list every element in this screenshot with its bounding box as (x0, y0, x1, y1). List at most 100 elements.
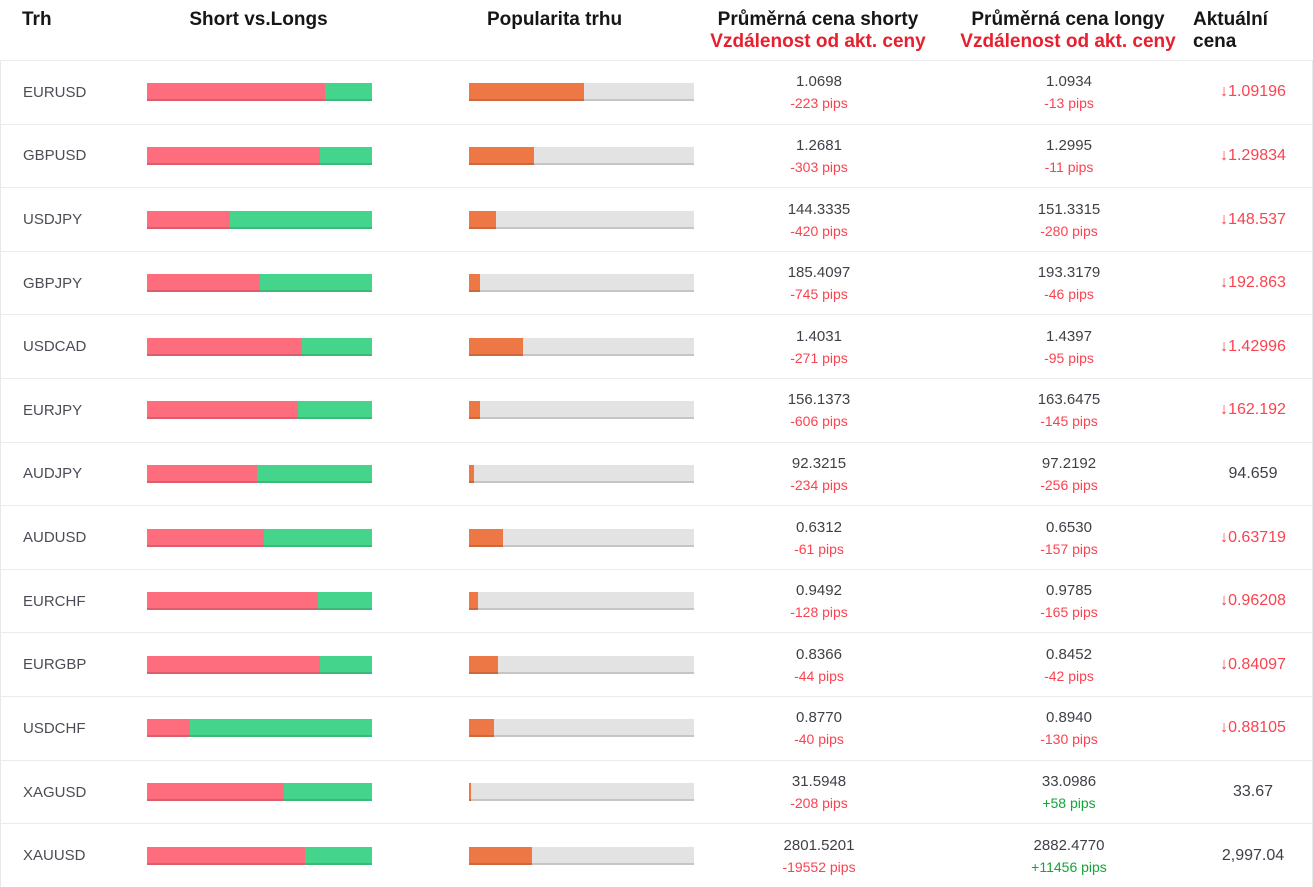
avg-short-distance-pips: -303 pips (790, 158, 848, 175)
avg-short-price-value: 156.1373 (787, 391, 851, 409)
short-vs-longs-bar (147, 592, 372, 611)
table-row[interactable]: USDCAD 1.4031 -271 pips 1.4397 -95 pips … (0, 314, 1313, 379)
market-symbol: EURGBP (23, 656, 87, 674)
avg-long-distance-pips: +11456 pips (1031, 858, 1107, 875)
avg-long-distance-pips: -42 pips (1044, 667, 1094, 684)
current-price-value: 162.192 (1228, 401, 1286, 419)
popularity-cell (469, 401, 694, 420)
popularity-fill (469, 146, 535, 165)
short-vs-longs-bar (147, 83, 372, 102)
table-row[interactable]: EURGBP 0.8366 -44 pips 0.8452 -42 pips ↓… (0, 632, 1313, 697)
table-row[interactable]: AUDJPY 92.3215 -234 pips 97.2192 -256 pi… (0, 441, 1313, 506)
col-header-avg-long-price: Průměrná cena longy Vzdálenost od akt. c… (943, 9, 1193, 53)
avg-long-price-value: 151.3315 (1037, 200, 1101, 218)
avg-short-price-title: Průměrná cena shorty (717, 9, 919, 30)
arrow-down-icon: ↓ (1220, 210, 1229, 228)
avg-long-distance-pips: -280 pips (1040, 222, 1098, 239)
popularity-bar (469, 592, 694, 611)
table-row[interactable]: GBPUSD 1.2681 -303 pips 1.2995 -11 pips … (0, 123, 1313, 188)
popularity-bar (469, 83, 694, 102)
avg-long-price-cell: 0.8940 -130 pips (944, 706, 1194, 750)
avg-long-price-cell: 2882.4770 +11456 pips (944, 834, 1194, 878)
current-price-value: 1.09196 (1228, 83, 1286, 101)
popularity-cell (469, 464, 694, 483)
current-price-cell: ↓0.96208 (1194, 592, 1312, 610)
popularity-bar (469, 719, 694, 738)
avg-long-distance-pips: -145 pips (1040, 413, 1098, 430)
popularity-fill (469, 274, 481, 293)
arrow-down-icon: ↓ (1220, 401, 1229, 419)
avg-short-price-cell: 1.2681 -303 pips (694, 134, 944, 178)
avg-long-distance-pips: -256 pips (1040, 476, 1098, 493)
longs-bar-segment (320, 655, 372, 674)
short-vs-longs-bar (147, 146, 372, 165)
current-price-value: 0.88105 (1228, 719, 1286, 737)
avg-short-price-value: 1.4031 (796, 327, 842, 345)
current-price-cell: ↓0.63719 (1194, 529, 1312, 547)
market-symbol: XAGUSD (23, 783, 87, 801)
popularity-cell (469, 528, 694, 547)
table-row[interactable]: USDJPY 144.3335 -420 pips 151.3315 -280 … (0, 187, 1313, 251)
table-row[interactable]: XAGUSD 31.5948 -208 pips 33.0986 +58 pip… (0, 759, 1313, 824)
avg-short-distance-pips: -128 pips (790, 604, 848, 621)
current-price-value: 0.96208 (1228, 592, 1286, 610)
popularity-fill (469, 210, 496, 229)
popularity-bar (469, 210, 694, 229)
popularity-bar (469, 464, 694, 483)
short-vs-longs-cell (147, 528, 372, 547)
avg-long-distance-title: Vzdálenost od akt. ceny (960, 31, 1176, 52)
col-header-current-price: Aktuální cena (1193, 9, 1268, 52)
avg-long-price-cell: 97.2192 -256 pips (944, 452, 1194, 496)
shorts-bar-segment (147, 401, 298, 420)
avg-long-price-title: Průměrná cena longy (971, 9, 1165, 30)
current-price-cell: ↓1.29834 (1194, 147, 1312, 165)
avg-long-price-cell: 163.6475 -145 pips (944, 388, 1194, 432)
short-vs-longs-cell (147, 337, 372, 356)
shorts-bar-segment (147, 719, 190, 738)
arrow-down-icon: ↓ (1220, 655, 1229, 673)
current-price-value: 192.863 (1228, 274, 1286, 292)
avg-long-distance-pips: +58 pips (1042, 795, 1096, 811)
table-row[interactable]: GBPJPY 185.4097 -745 pips 193.3179 -46 p… (0, 250, 1313, 315)
short-vs-longs-cell (147, 274, 372, 293)
avg-long-price-cell: 1.0934 -13 pips (944, 70, 1194, 114)
avg-short-price-value: 185.4097 (787, 264, 851, 282)
short-vs-longs-bar (147, 846, 372, 865)
table-row[interactable]: XAUUSD 2801.5201 -19552 pips 2882.4770 +… (0, 823, 1313, 887)
avg-short-distance-title: Vzdálenost od akt. ceny (710, 31, 926, 52)
current-price-cell: ↓0.84097 (1194, 656, 1312, 674)
table-row[interactable]: USDCHF 0.8770 -40 pips 0.8940 -130 pips … (0, 696, 1313, 760)
avg-long-price-value: 193.3179 (1037, 264, 1101, 282)
avg-short-price-value: 0.9492 (796, 582, 842, 600)
short-vs-longs-cell (147, 783, 372, 801)
shorts-bar-segment (147, 146, 321, 165)
avg-short-price-cell: 92.3215 -234 pips (694, 452, 944, 496)
avg-short-price-cell: 1.0698 -223 pips (694, 70, 944, 114)
table-row[interactable]: EURUSD 1.0698 -223 pips 1.0934 -13 pips … (0, 60, 1313, 124)
short-vs-longs-cell (147, 655, 372, 674)
col-header-avg-short-price: Průměrná cena shorty Vzdálenost od akt. … (693, 9, 943, 53)
current-price-value: 0.63719 (1228, 528, 1286, 546)
avg-short-price-value: 92.3215 (791, 454, 847, 472)
table-row[interactable]: EURJPY 156.1373 -606 pips 163.6475 -145 … (0, 378, 1313, 442)
avg-short-distance-pips: -61 pips (794, 540, 844, 557)
table-row[interactable]: AUDUSD 0.6312 -61 pips 0.6530 -157 pips … (0, 505, 1313, 569)
popularity-cell (469, 337, 694, 356)
popularity-bar (469, 146, 694, 165)
avg-long-price-value: 163.6475 (1037, 391, 1101, 409)
col-header-short-vs-longs: Short vs.Longs (189, 9, 328, 30)
longs-bar-segment (304, 846, 372, 865)
arrow-down-icon: ↓ (1220, 337, 1229, 355)
avg-long-price-value: 0.9785 (1046, 582, 1092, 600)
popularity-cell (469, 846, 694, 865)
avg-short-distance-pips: -745 pips (790, 286, 848, 303)
avg-long-distance-pips: -130 pips (1040, 731, 1098, 748)
market-symbol: USDCHF (23, 719, 86, 737)
avg-long-price-value: 2882.4770 (1033, 836, 1105, 854)
short-vs-longs-bar (147, 401, 372, 420)
table-row[interactable]: EURCHF 0.9492 -128 pips 0.9785 -165 pips… (0, 568, 1313, 633)
current-price-value: 2,997.04 (1221, 846, 1285, 864)
avg-long-distance-pips: -13 pips (1044, 95, 1094, 112)
popularity-fill (469, 655, 499, 674)
longs-bar-segment (264, 528, 372, 547)
